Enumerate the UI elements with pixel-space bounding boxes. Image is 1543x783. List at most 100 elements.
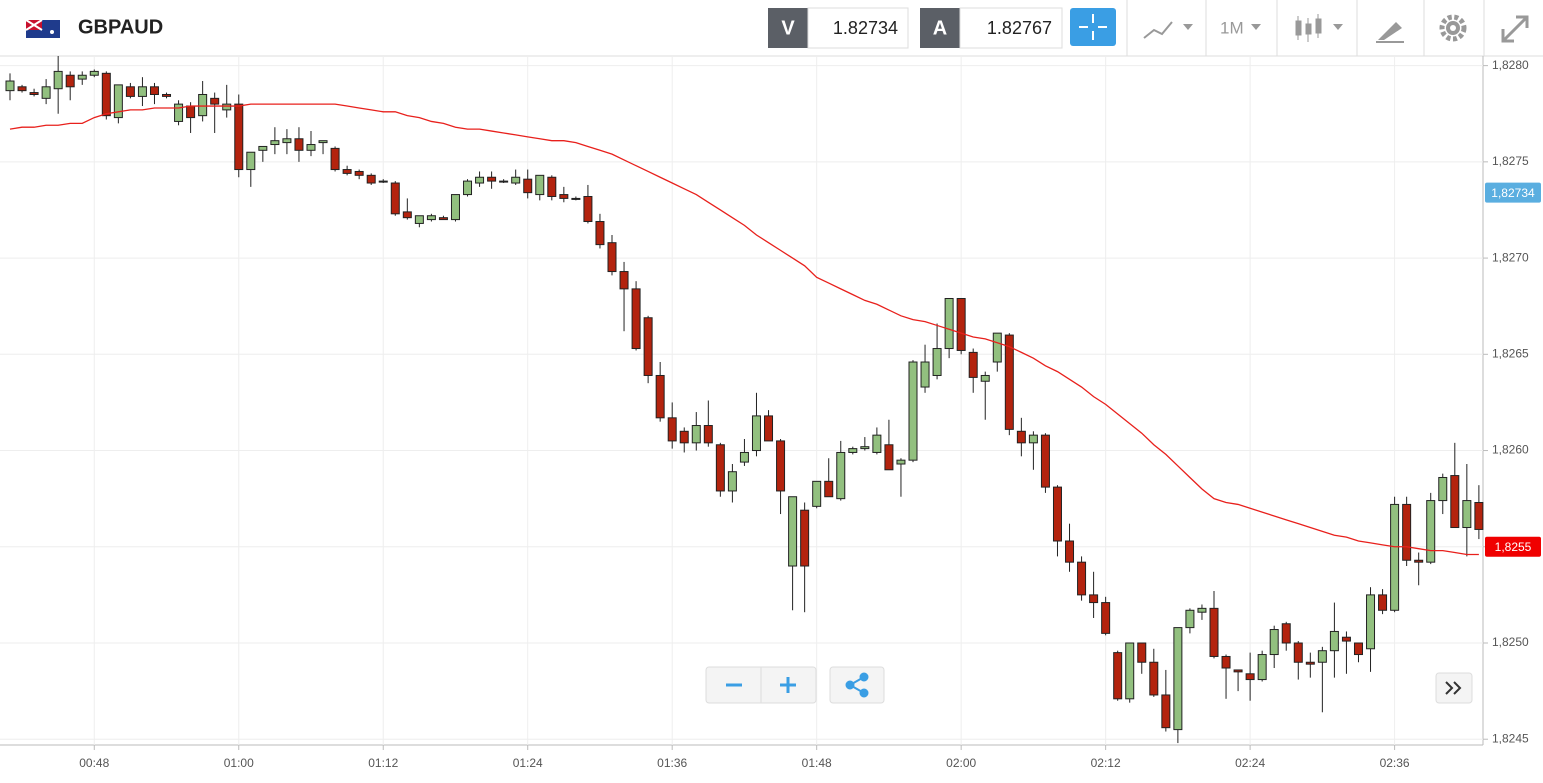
candle-body: [366, 174, 376, 184]
ask-price: 1.82767: [987, 18, 1052, 38]
candle-body: [571, 197, 581, 200]
price-tag: [1485, 536, 1541, 557]
y-tick-label: 1,8280: [1492, 58, 1529, 72]
candle-body: [1209, 607, 1219, 657]
x-tick-label: 01:36: [657, 756, 687, 770]
candle-body: [282, 138, 292, 144]
candle-body: [583, 195, 593, 223]
x-tick-label: 02:12: [1091, 756, 1121, 770]
candle-body: [764, 415, 774, 442]
candle-body: [294, 138, 304, 151]
candle-body: [1293, 642, 1303, 663]
candle-body: [174, 103, 184, 122]
candle-body: [318, 140, 328, 144]
candle-body: [1450, 475, 1460, 529]
candle-body: [800, 509, 810, 567]
candle-body: [739, 451, 749, 463]
candle-body: [523, 178, 533, 194]
candle-body: [1016, 430, 1026, 444]
candle-body: [330, 147, 340, 171]
candle-body: [1329, 630, 1339, 652]
candle-body: [113, 84, 123, 119]
candle-body: [679, 430, 689, 444]
candle-body: [1474, 502, 1484, 530]
candle-body: [1402, 503, 1412, 561]
candle-body: [1065, 540, 1075, 563]
candle-body: [776, 440, 786, 492]
candle-body: [1052, 486, 1062, 542]
candle-body: [29, 92, 39, 95]
candle-body: [1414, 559, 1424, 563]
candle-body: [788, 496, 798, 567]
candle-body: [1040, 434, 1050, 488]
zoom-controls: [705, 666, 1473, 704]
candle-body: [89, 70, 99, 76]
timeframe-button[interactable]: 1M: [1220, 18, 1261, 37]
draw-button[interactable]: [1376, 22, 1404, 43]
candle-body: [222, 103, 232, 111]
candle-body: [727, 471, 737, 492]
timeframe: 1M: [1220, 18, 1244, 37]
candle-body: [1269, 629, 1279, 656]
x-tick-label: 01:24: [513, 756, 543, 770]
candle-body: [956, 297, 966, 351]
candle-body: [667, 417, 677, 442]
fullscreen-button[interactable]: [1501, 15, 1529, 43]
candle-body: [1137, 642, 1147, 663]
candle-body: [1257, 654, 1267, 681]
candle-body: [137, 86, 147, 97]
candle-body: [607, 242, 617, 273]
candle-body: [17, 86, 27, 92]
x-tick-label: 02:00: [946, 756, 976, 770]
candle-body: [703, 425, 713, 444]
candle-body: [258, 145, 268, 151]
candle-body: [896, 459, 906, 465]
moving-average-line: [9, 103, 1479, 556]
x-tick-label: 02:24: [1235, 756, 1265, 770]
candle-body: [1185, 609, 1195, 629]
candle-body: [487, 176, 497, 182]
candle-body: [53, 70, 63, 90]
symbol: GBPAUD: [78, 16, 163, 38]
crosshair-button[interactable]: [1070, 8, 1116, 46]
candle-body: [390, 182, 400, 215]
candle-body: [354, 170, 364, 176]
share-button[interactable]: [829, 666, 885, 704]
x-tick-label: 01:48: [802, 756, 832, 770]
scroll-end-button[interactable]: [1435, 672, 1473, 704]
y-tick-label: 1,8250: [1492, 635, 1529, 649]
candle-body: [210, 97, 220, 105]
candle-body: [463, 180, 473, 196]
candle-body: [450, 194, 460, 221]
candle-body: [5, 80, 15, 92]
ask-button[interactable]: [920, 8, 960, 48]
candle-body: [162, 93, 172, 97]
price-tag-label: 1,82734: [1491, 186, 1535, 200]
candle-style-button[interactable]: [1295, 14, 1343, 42]
x-tick-label: 02:36: [1380, 756, 1410, 770]
candle-body: [246, 151, 256, 171]
candle-body: [511, 176, 521, 184]
candle-body: [438, 217, 448, 221]
bid-button[interactable]: [768, 8, 808, 48]
bid-label: V: [781, 17, 795, 39]
separators: [1126, 0, 1485, 56]
candle-body: [234, 103, 244, 171]
crosshair-icon: [1079, 14, 1107, 40]
candle-body: [980, 374, 990, 382]
candle-body: [559, 194, 569, 199]
y-tick-label: 1,8265: [1492, 346, 1529, 360]
candle-body: [619, 271, 629, 290]
bid-box: [807, 7, 909, 49]
zoom-in[interactable]: [780, 677, 796, 693]
candle-body: [1281, 623, 1291, 644]
settings-button[interactable]: [1439, 14, 1467, 42]
bid-price: 1.82734: [833, 18, 898, 38]
candle-body: [65, 74, 75, 88]
candle-body: [884, 444, 894, 471]
chart-type-button[interactable]: [1143, 21, 1193, 39]
candle-body: [1378, 594, 1388, 611]
x-tick-label: 01:12: [368, 756, 398, 770]
candle-body: [1077, 561, 1087, 596]
